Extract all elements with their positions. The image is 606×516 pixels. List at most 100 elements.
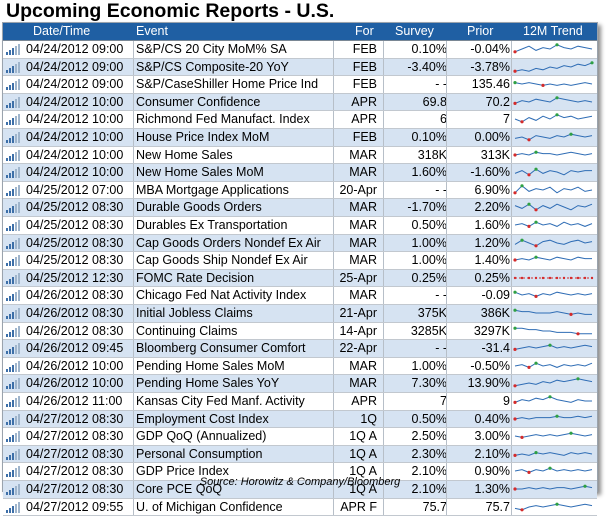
table-row[interactable]: 04/27/2012 08:30 Personal Consumption 1Q A… xyxy=(3,445,597,464)
sparkline-point xyxy=(513,276,517,279)
row-for-period: MAR xyxy=(349,165,377,180)
header-event[interactable]: Event xyxy=(136,24,168,38)
column-divider xyxy=(511,111,512,128)
column-divider xyxy=(446,481,447,498)
row-for-period: APR xyxy=(351,394,377,408)
row-event: Cap Goods Orders Nondef Ex Air xyxy=(136,235,321,250)
row-for-period: 1Q A xyxy=(349,464,377,479)
sparkline-path xyxy=(515,485,593,490)
row-prior: 135.46 xyxy=(471,77,510,92)
table-row[interactable]: 04/26/2012 10:00 Pending Home Sales YoY MA… xyxy=(3,375,597,393)
column-divider xyxy=(383,164,384,181)
table-row[interactable]: 04/26/2012 08:30 Chicago Fed Nat Activity… xyxy=(3,287,597,305)
trend-sparkline xyxy=(513,308,592,316)
header-prior[interactable]: Prior xyxy=(467,24,494,38)
column-divider xyxy=(383,375,384,392)
row-event: FOMC Rate Decision xyxy=(136,270,255,285)
sparkline-high-point xyxy=(534,167,538,171)
table-row[interactable]: 04/24/2012 09:00 S&P/CaseShiller Home Pri… xyxy=(3,76,597,94)
table-row[interactable]: 04/26/2012 09:45 Bloomberg Consumer Comfo… xyxy=(3,340,597,358)
column-divider xyxy=(511,375,512,392)
table-row[interactable]: 04/24/2012 09:00 S&P/CS 20 City MoM% SA FE… xyxy=(3,41,597,59)
row-date-time: 04/24/2012 10:00 xyxy=(26,130,124,144)
row-date-time: 04/25/2012 08:30 xyxy=(26,235,124,250)
row-date-time: 04/25/2012 08:30 xyxy=(26,200,124,215)
row-for-period: MAR xyxy=(349,235,377,250)
table-row[interactable]: 04/25/2012 08:30 Durable Goods Orders MAR -… xyxy=(3,199,597,217)
sparkline-path xyxy=(514,44,593,53)
column-divider xyxy=(333,375,334,392)
sparkline-high-point xyxy=(555,43,559,47)
column-divider xyxy=(333,58,334,76)
table-row[interactable]: 04/27/2012 09:55 U. of Michigan Confidenc… xyxy=(3,498,597,516)
table-row[interactable]: 04/25/2012 08:30 Durables Ex Transportati… xyxy=(3,217,597,235)
table-row[interactable]: 04/26/2012 10:00 Pending Home Sales MoM MA… xyxy=(3,357,597,376)
table-row[interactable]: 04/26/2012 11:00 Kansas City Fed Manf. Ac… xyxy=(3,393,597,411)
column-divider xyxy=(133,287,134,304)
sparkline-high-point xyxy=(548,343,552,347)
row-survey: 0.50% xyxy=(411,218,447,232)
column-divider xyxy=(446,93,447,111)
row-prior: -0.50% xyxy=(470,358,510,373)
row-survey: -1.70% xyxy=(407,200,447,215)
sparkline-low-point xyxy=(513,453,517,457)
sparkline-high-point xyxy=(583,484,587,488)
row-event: GDP QoQ (Annualized) xyxy=(136,429,267,444)
table-row[interactable]: 04/27/2012 08:30 GDP QoQ (Annualized) 1Q A… xyxy=(3,428,597,446)
column-divider xyxy=(511,217,512,234)
column-divider xyxy=(511,340,512,357)
table-row[interactable]: 04/26/2012 08:30 Initial Jobless Claims 21… xyxy=(3,305,597,323)
sparkline-point xyxy=(520,276,524,279)
sparkline-path xyxy=(515,327,592,334)
sparkline-path xyxy=(514,203,593,211)
column-divider xyxy=(446,287,447,304)
row-for-period: MAR xyxy=(349,253,377,268)
sparkline-path xyxy=(514,61,593,72)
row-prior: 1.20% xyxy=(474,235,510,250)
table-row[interactable]: 04/24/2012 10:00 New Home Sales MAR 318K 313… xyxy=(3,146,597,165)
sparkline-point xyxy=(576,276,580,279)
row-for-period: FEB xyxy=(352,42,377,56)
row-prior: -0.09 xyxy=(481,288,511,303)
column-divider xyxy=(446,269,447,287)
row-event: S&P/CS 20 City MoM% SA xyxy=(136,42,287,56)
table-row[interactable]: 04/24/2012 10:00 Consumer Confidence APR 69… xyxy=(3,93,597,112)
column-divider xyxy=(383,393,384,410)
table-row[interactable]: 04/27/2012 08:30 Employment Cost Index 1Q 0… xyxy=(3,410,597,429)
table-row[interactable]: 04/25/2012 07:00 MBA Mortgage Application… xyxy=(3,181,597,200)
header-survey[interactable]: Survey xyxy=(395,24,434,38)
sparkline-path xyxy=(514,378,593,387)
row-survey: 0.25% xyxy=(411,270,447,285)
table-row[interactable]: 04/24/2012 10:00 Richmond Fed Manufact. I… xyxy=(3,111,597,129)
column-divider xyxy=(333,199,334,216)
table-row[interactable]: 04/26/2012 08:30 Continuing Claims 14-Apr 3… xyxy=(3,322,597,341)
row-prior: 3.00% xyxy=(474,429,510,444)
table-row[interactable]: 04/24/2012 09:00 S&P/CS Composite-20 YoY F… xyxy=(3,58,597,77)
table-row[interactable]: 04/25/2012 08:30 Cap Goods Orders Nondef … xyxy=(3,234,597,253)
row-date-time: 04/24/2012 09:00 xyxy=(26,77,124,92)
page-title: Upcoming Economic Reports - U.S. xyxy=(6,0,335,22)
sparkline-path xyxy=(514,415,593,420)
row-for-period: FEB xyxy=(352,130,377,144)
column-divider xyxy=(133,428,134,445)
row-prior: 2.20% xyxy=(474,200,510,215)
header-12m-trend[interactable]: 12M Trend xyxy=(523,24,583,38)
row-for-period: 20-Apr xyxy=(339,182,377,197)
header-date-time[interactable]: Date/Time xyxy=(33,24,91,38)
row-survey: 7 xyxy=(440,394,447,408)
sparkline-path xyxy=(514,432,593,439)
table-row[interactable]: 04/24/2012 10:00 House Price Index MoM FEB… xyxy=(3,129,597,147)
row-for-period: MAR xyxy=(349,147,377,162)
row-survey: - - xyxy=(435,341,447,356)
column-divider xyxy=(133,93,134,111)
table-row[interactable]: 04/27/2012 08:30 GDP Price Index 1Q A 2.10%… xyxy=(3,463,597,481)
table-row[interactable]: 04/27/2012 08:30 Core PCE QoQ 1Q A 2.10% 1.3… xyxy=(3,481,597,499)
table-row[interactable]: 04/24/2012 10:00 New Home Sales MoM MAR 1.6… xyxy=(3,164,597,182)
header-for[interactable]: For xyxy=(355,24,374,38)
row-survey: 2.30% xyxy=(411,446,447,461)
table-row[interactable]: 04/25/2012 12:30 FOMC Rate Decision 25-Apr… xyxy=(3,269,597,288)
row-date-time: 04/26/2012 10:00 xyxy=(26,376,124,391)
sparkline-high-point xyxy=(513,290,517,295)
sparkline-high-point xyxy=(590,60,594,64)
table-row[interactable]: 04/25/2012 08:30 Cap Goods Ship Nondef Ex… xyxy=(3,252,597,270)
